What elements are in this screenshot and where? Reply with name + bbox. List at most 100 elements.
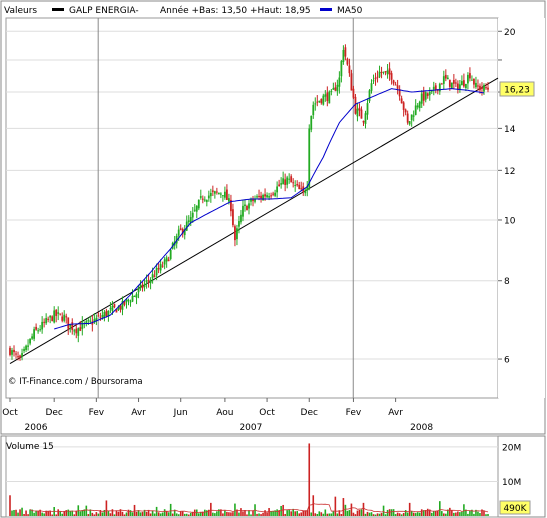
volume-bar <box>264 510 266 516</box>
volume-bar <box>487 514 489 516</box>
volume-bar <box>344 504 347 516</box>
volume-bar <box>214 513 216 516</box>
candle-body <box>368 90 371 102</box>
volume-bar <box>234 503 236 516</box>
volume-bar <box>216 511 218 516</box>
support-trendline <box>9 77 499 365</box>
candle-body <box>278 184 281 186</box>
volume-bar <box>81 510 84 516</box>
volume-bar <box>304 510 307 516</box>
volume-bar <box>324 509 327 516</box>
volume-bar <box>9 495 11 516</box>
volume-bar <box>228 512 230 516</box>
candle-body <box>75 328 78 334</box>
candle-body <box>300 188 303 190</box>
candle-body <box>420 93 423 104</box>
volume-bar <box>334 496 337 516</box>
candle-body <box>326 92 329 101</box>
volume-bar <box>153 513 156 516</box>
candle-body <box>296 184 299 186</box>
volume-bar <box>471 509 473 516</box>
candle-body <box>246 206 248 211</box>
ma-legend-label: MA50 <box>337 6 363 16</box>
candle-body <box>252 199 254 202</box>
volume-bar <box>394 514 397 516</box>
volume-bar <box>483 510 485 516</box>
candle-body <box>422 91 425 101</box>
candle-body <box>254 198 256 202</box>
candle-body <box>314 103 317 105</box>
candle-body <box>250 198 252 202</box>
candle-body <box>426 93 429 96</box>
candle-body <box>312 104 315 116</box>
candle-body <box>458 84 461 90</box>
candle-body <box>161 265 164 267</box>
candle-body <box>91 321 94 325</box>
candle-body <box>129 301 132 303</box>
volume-bar <box>232 512 234 516</box>
x-axis-labels: Oct Dec Fev Avr Jun Aou Oct Dec Fev Avr 2006 2007 20… <box>2 398 433 433</box>
candle-body <box>344 47 347 57</box>
candle-body <box>39 329 42 331</box>
candle-body <box>226 189 228 200</box>
candle-body <box>228 198 230 202</box>
volume-bar <box>157 512 160 516</box>
candle-body <box>145 280 148 282</box>
volume-bar <box>167 512 170 516</box>
volume-bar <box>119 509 122 516</box>
volume-bar <box>199 512 202 516</box>
volume-bar <box>21 507 23 516</box>
month-label: Fev <box>346 408 362 418</box>
volume-bar <box>374 514 377 516</box>
candle-body <box>316 101 319 103</box>
candle-body <box>324 94 327 97</box>
volume-bar <box>276 509 278 516</box>
volume-bar <box>175 513 178 516</box>
candle-body <box>29 338 31 344</box>
candle-body <box>45 318 48 324</box>
volume-bar <box>386 509 389 516</box>
volume-bar <box>121 511 124 516</box>
volume-bar <box>230 512 232 516</box>
candle-body <box>473 78 475 85</box>
candle-body <box>179 228 182 230</box>
volume-bar <box>382 505 385 516</box>
candle-body <box>404 109 407 113</box>
candle-body <box>33 329 36 339</box>
candle-body <box>73 330 76 332</box>
candle-body <box>195 205 198 212</box>
candle-body <box>370 83 373 91</box>
volume-bar <box>266 512 268 516</box>
volume-bar <box>434 511 437 516</box>
volume-bar <box>169 503 172 516</box>
candle-body <box>410 114 413 121</box>
candle-body <box>288 178 291 180</box>
year-range-text: Année +Bas: 13,50 +Haut: 18,95 <box>160 5 311 16</box>
volume-bar <box>99 510 102 516</box>
candle-body <box>117 306 120 311</box>
volume-bar <box>475 509 477 516</box>
candle-body <box>79 327 82 331</box>
volume-bar <box>410 511 413 516</box>
candle-body <box>392 80 395 84</box>
month-label: Avr <box>388 408 403 418</box>
candle-body <box>378 71 381 77</box>
volume-bar <box>45 510 47 516</box>
volume-bar <box>404 510 407 516</box>
candle-body <box>284 179 287 185</box>
volume-bar <box>59 511 62 516</box>
volume-bar <box>93 514 96 516</box>
price-tick-label: 14 <box>504 125 516 135</box>
candle-body <box>380 72 383 74</box>
candle-body <box>256 196 258 198</box>
ma50-line <box>54 88 485 330</box>
volume-bar <box>356 510 359 516</box>
candle-body <box>456 83 459 90</box>
candle-body <box>119 305 122 310</box>
candle-body <box>113 303 116 308</box>
volume-bar <box>27 514 29 516</box>
candle-body <box>340 61 343 77</box>
volume-bar <box>306 510 309 516</box>
volume-bar <box>95 512 98 516</box>
candle-body <box>143 283 146 287</box>
